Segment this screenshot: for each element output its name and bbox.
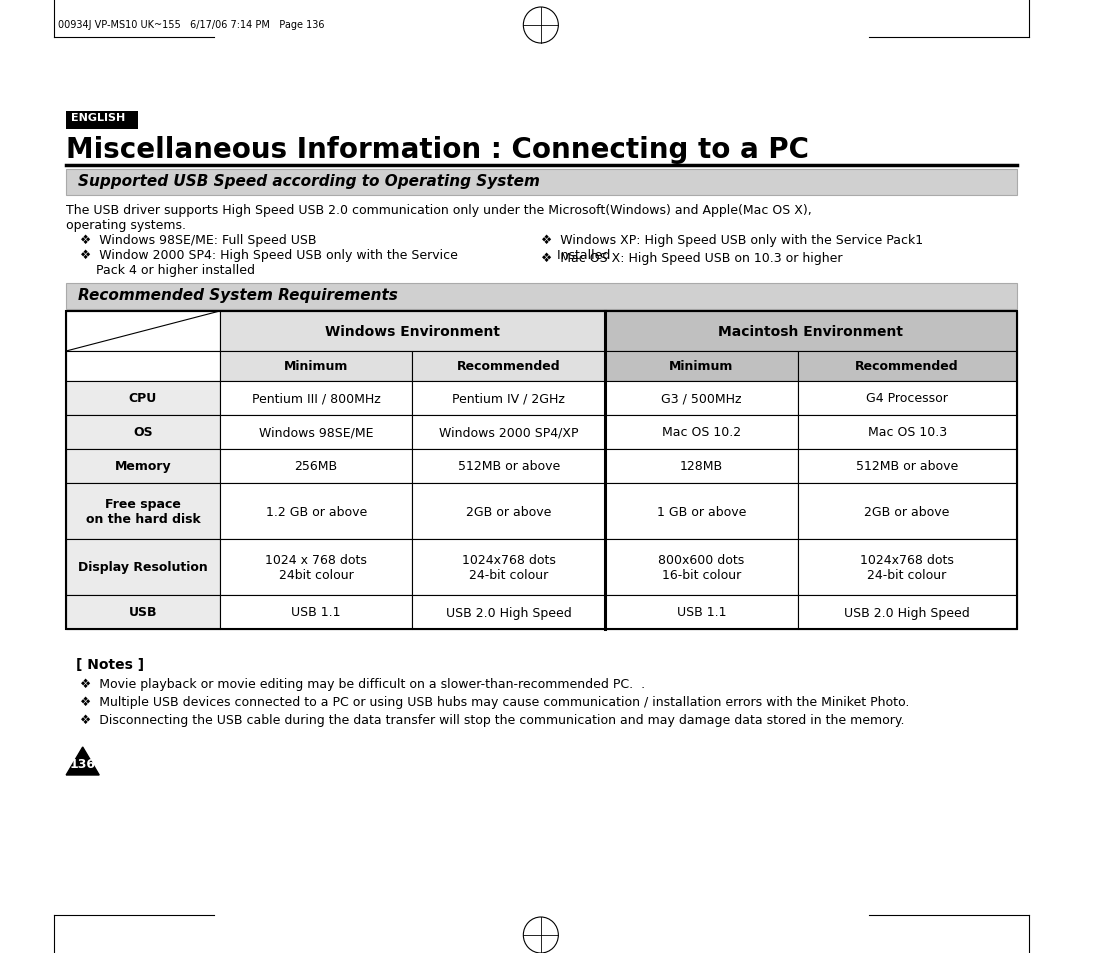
Bar	[220, 483, 413, 539]
Bar	[798, 539, 1016, 596]
Bar	[66, 312, 1016, 629]
Text: 1024x768 dots
24-bit colour: 1024x768 dots 24-bit colour	[860, 554, 954, 581]
Text: ❖  Multiple USB devices connected to a PC or using USB hubs may cause communicat: ❖ Multiple USB devices connected to a PC…	[80, 696, 909, 708]
Text: [ Notes ]: [ Notes ]	[76, 658, 144, 671]
Bar	[798, 352, 1016, 381]
Text: Mac OS 10.3: Mac OS 10.3	[867, 426, 947, 439]
Text: Supported USB Speed according to Operating System: Supported USB Speed according to Operati…	[78, 173, 540, 189]
Text: 1024x768 dots
24-bit colour: 1024x768 dots 24-bit colour	[462, 554, 555, 581]
Text: 2GB or above: 2GB or above	[865, 505, 949, 518]
Text: Display Resolution: Display Resolution	[78, 561, 208, 574]
Text: USB 1.1: USB 1.1	[677, 606, 726, 618]
Bar	[66, 170, 1016, 195]
Text: Minimum: Minimum	[669, 360, 733, 374]
Bar	[605, 312, 1016, 352]
Text: 1.2 GB or above: 1.2 GB or above	[266, 505, 367, 518]
Text: Memory: Memory	[115, 460, 171, 473]
Text: Miscellaneous Information : Connecting to a PC: Miscellaneous Information : Connecting t…	[66, 136, 809, 164]
Text: 1024 x 768 dots
24bit colour: 1024 x 768 dots 24bit colour	[265, 554, 367, 581]
Bar	[66, 539, 220, 596]
Bar	[605, 450, 798, 483]
Text: G4 Processor: G4 Processor	[866, 392, 948, 405]
Bar	[605, 539, 798, 596]
Text: Recommended: Recommended	[855, 360, 959, 374]
Text: 1 GB or above: 1 GB or above	[657, 505, 746, 518]
Text: 256MB: 256MB	[295, 460, 337, 473]
Text: ❖  Windows 98SE/ME: Full Speed USB: ❖ Windows 98SE/ME: Full Speed USB	[80, 233, 316, 247]
Bar	[66, 112, 138, 130]
Bar	[605, 596, 798, 629]
Bar	[413, 483, 605, 539]
Text: 512MB or above: 512MB or above	[457, 460, 560, 473]
Bar	[798, 483, 1016, 539]
Bar	[798, 381, 1016, 416]
Bar	[66, 483, 220, 539]
Text: ❖  Window 2000 SP4: High Speed USB only with the Service
    Pack 4 or higher in: ❖ Window 2000 SP4: High Speed USB only w…	[80, 249, 457, 276]
Bar	[605, 381, 798, 416]
Text: 800x600 dots
16-bit colour: 800x600 dots 16-bit colour	[658, 554, 745, 581]
Bar	[413, 596, 605, 629]
Bar	[220, 539, 413, 596]
Bar	[413, 416, 605, 450]
Text: 512MB or above: 512MB or above	[856, 460, 958, 473]
Text: Windows Environment: Windows Environment	[325, 325, 500, 338]
Bar	[220, 450, 413, 483]
Text: ENGLISH: ENGLISH	[71, 112, 126, 123]
Text: ❖  Windows XP: High Speed USB only with the Service Pack1
    Installed: ❖ Windows XP: High Speed USB only with t…	[541, 233, 923, 262]
Text: 2GB or above: 2GB or above	[466, 505, 551, 518]
Text: OS: OS	[134, 426, 152, 439]
Bar	[413, 352, 605, 381]
Text: ❖  Movie playback or movie editing may be difficult on a slower-than-recommended: ❖ Movie playback or movie editing may be…	[80, 678, 644, 690]
Text: Free space
on the hard disk: Free space on the hard disk	[86, 497, 200, 525]
Text: Windows 98SE/ME: Windows 98SE/ME	[259, 426, 373, 439]
Text: Windows 2000 SP4/XP: Windows 2000 SP4/XP	[439, 426, 579, 439]
Text: 128MB: 128MB	[680, 460, 723, 473]
Bar	[605, 483, 798, 539]
Text: 136: 136	[70, 758, 96, 770]
Bar	[605, 416, 798, 450]
Text: USB: USB	[129, 606, 157, 618]
Text: G3 / 500MHz: G3 / 500MHz	[661, 392, 741, 405]
Bar	[66, 284, 1016, 310]
Bar	[798, 416, 1016, 450]
Bar	[413, 450, 605, 483]
Text: Mac OS 10.2: Mac OS 10.2	[662, 426, 741, 439]
Bar	[605, 352, 798, 381]
Polygon shape	[66, 747, 99, 775]
Bar	[413, 381, 605, 416]
Text: USB 2.0 High Speed: USB 2.0 High Speed	[844, 606, 969, 618]
Bar	[220, 312, 605, 352]
Text: USB 2.0 High Speed: USB 2.0 High Speed	[446, 606, 572, 618]
Bar	[798, 596, 1016, 629]
Text: USB 1.1: USB 1.1	[292, 606, 341, 618]
Text: ❖  Mac OS X: High Speed USB on 10.3 or higher: ❖ Mac OS X: High Speed USB on 10.3 or hi…	[541, 252, 843, 265]
Text: Minimum: Minimum	[284, 360, 348, 374]
Bar	[798, 450, 1016, 483]
Bar	[220, 352, 413, 381]
Bar	[220, 416, 413, 450]
Text: Pentium III / 800MHz: Pentium III / 800MHz	[252, 392, 381, 405]
Bar	[66, 416, 220, 450]
Text: ❖  Disconnecting the USB cable during the data transfer will stop the communicat: ❖ Disconnecting the USB cable during the…	[80, 713, 904, 726]
Text: CPU: CPU	[129, 392, 157, 405]
Bar	[66, 596, 220, 629]
Bar	[220, 381, 413, 416]
Bar	[220, 596, 413, 629]
Text: The USB driver supports High Speed USB 2.0 communication only under the Microsof: The USB driver supports High Speed USB 2…	[66, 204, 811, 232]
Bar	[66, 450, 220, 483]
Bar	[66, 381, 220, 416]
Text: Macintosh Environment: Macintosh Environment	[718, 325, 904, 338]
Bar	[66, 312, 220, 352]
Text: Pentium IV / 2GHz: Pentium IV / 2GHz	[452, 392, 565, 405]
Text: 00934J VP-MS10 UK~155   6/17/06 7:14 PM   Page 136: 00934J VP-MS10 UK~155 6/17/06 7:14 PM Pa…	[58, 20, 325, 30]
Text: Recommended System Requirements: Recommended System Requirements	[78, 288, 397, 303]
Text: Recommended: Recommended	[457, 360, 561, 374]
Bar	[413, 539, 605, 596]
Bar	[66, 352, 220, 381]
